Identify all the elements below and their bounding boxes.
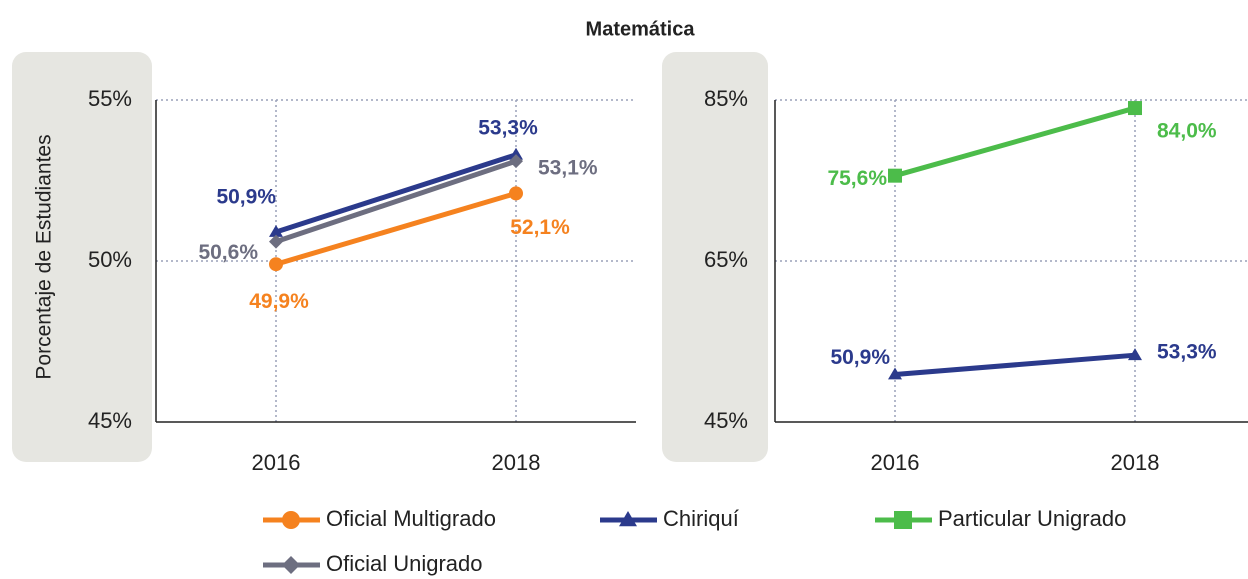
- marker: [1128, 348, 1142, 361]
- marker: [282, 511, 300, 529]
- line: [894, 105, 1136, 179]
- marker: [1128, 101, 1142, 116]
- legend-label: Oficial Multigrado: [326, 506, 496, 531]
- y-tick-label: 50%: [88, 247, 132, 272]
- data-label: 53,3%: [478, 116, 538, 139]
- marker: [282, 556, 300, 574]
- data-label: 75,6%: [827, 167, 887, 190]
- data-label: 50,9%: [830, 346, 890, 369]
- x-tick-label: 2016: [252, 450, 301, 475]
- marker: [888, 168, 902, 183]
- axis-panel: [662, 52, 768, 462]
- data-label: 84,0%: [1157, 120, 1217, 143]
- marker: [269, 234, 283, 249]
- line: [894, 352, 1136, 377]
- marker: [888, 367, 902, 380]
- y-tick-label: 45%: [704, 408, 748, 433]
- marker: [509, 186, 523, 201]
- data-label: 49,9%: [249, 290, 309, 313]
- legend-label: Particular Unigrado: [938, 506, 1126, 531]
- marker: [269, 225, 283, 237]
- data-label: 53,1%: [538, 157, 598, 180]
- axis-panel: [12, 52, 152, 462]
- marker: [619, 511, 637, 527]
- chart-title: Matemática: [586, 18, 696, 40]
- legend-label: Chiriquí: [663, 506, 739, 531]
- data-label: 53,3%: [1157, 341, 1217, 364]
- y-tick-label: 45%: [88, 408, 132, 433]
- x-tick-label: 2018: [1111, 450, 1160, 475]
- y-axis-label: Porcentaje de Estudiantes: [33, 134, 56, 379]
- y-tick-label: 65%: [704, 247, 748, 272]
- x-tick-label: 2018: [492, 450, 541, 475]
- marker: [894, 511, 912, 529]
- line: [275, 158, 517, 245]
- data-label: 50,6%: [198, 241, 258, 264]
- legend-label: Oficial Unigrado: [326, 551, 483, 576]
- line: [275, 190, 517, 267]
- marker: [509, 154, 523, 169]
- y-tick-label: 85%: [704, 86, 748, 111]
- x-tick-label: 2016: [871, 450, 920, 475]
- data-label: 50,9%: [216, 186, 276, 209]
- marker: [269, 257, 283, 272]
- y-tick-label: 55%: [88, 86, 132, 111]
- line: [275, 152, 517, 235]
- data-label: 52,1%: [510, 216, 570, 239]
- marker: [509, 147, 523, 160]
